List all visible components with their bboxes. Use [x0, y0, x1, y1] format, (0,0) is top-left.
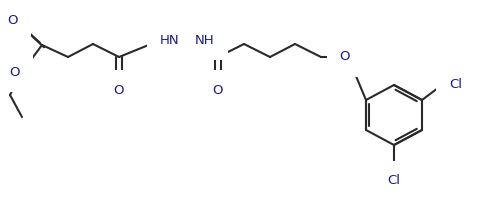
Text: O: O	[339, 51, 350, 63]
Text: NH: NH	[195, 34, 214, 46]
Text: O: O	[212, 84, 223, 97]
Text: Cl: Cl	[387, 175, 400, 187]
Text: Cl: Cl	[448, 78, 461, 91]
Text: O: O	[114, 84, 124, 97]
Text: O: O	[10, 65, 20, 78]
Text: O: O	[8, 13, 18, 27]
Text: HN: HN	[160, 34, 179, 46]
